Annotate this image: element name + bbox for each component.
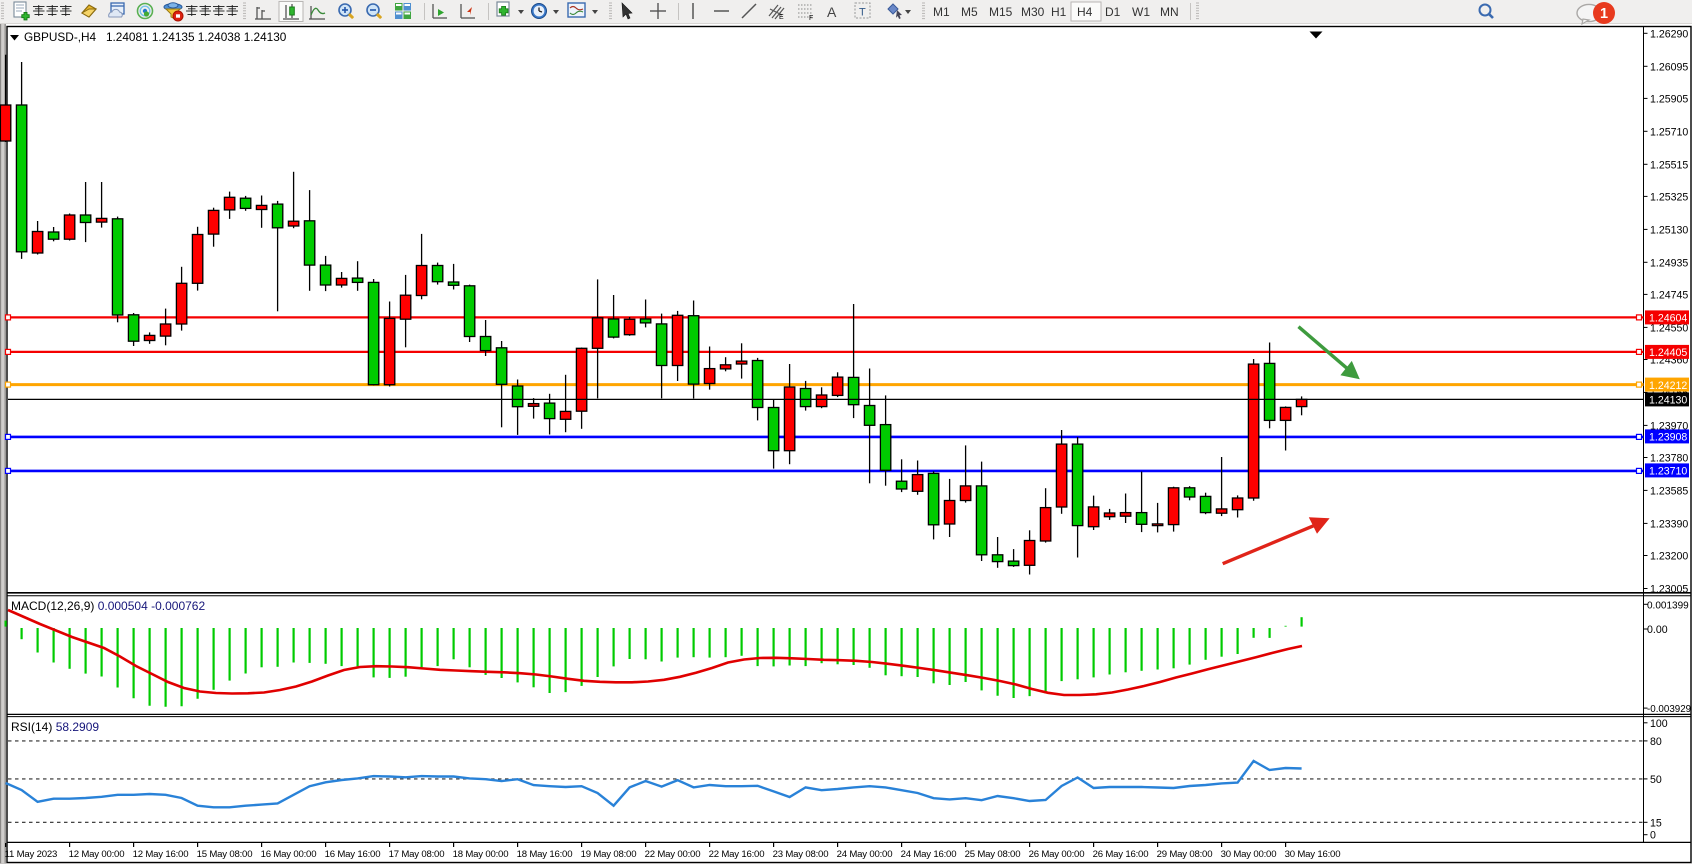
svg-text:22 May 00:00: 22 May 00:00: [645, 849, 701, 860]
svg-text:1.26095: 1.26095: [1650, 61, 1688, 73]
svg-text:1.25905: 1.25905: [1650, 93, 1688, 105]
svg-text:A: A: [827, 4, 837, 20]
svg-text:1.25130: 1.25130: [1650, 224, 1688, 236]
svg-text:1.25710: 1.25710: [1650, 126, 1688, 138]
svg-text:30 May 16:00: 30 May 16:00: [1285, 849, 1341, 860]
svg-text:29 May 08:00: 29 May 08:00: [1157, 849, 1213, 860]
svg-text:1.23585: 1.23585: [1650, 485, 1688, 497]
svg-text:1.23200: 1.23200: [1650, 551, 1688, 563]
svg-text:D1: D1: [1105, 5, 1121, 19]
svg-text:1.24405: 1.24405: [1649, 347, 1687, 359]
svg-text:0: 0: [1650, 830, 1656, 842]
svg-text:1.24745: 1.24745: [1650, 289, 1688, 301]
svg-text:15: 15: [1650, 817, 1662, 829]
svg-text:24 May 16:00: 24 May 16:00: [901, 849, 957, 860]
svg-text:1.24212: 1.24212: [1649, 380, 1687, 392]
svg-text:M1: M1: [933, 5, 950, 19]
svg-text:16 May 00:00: 16 May 00:00: [261, 849, 317, 860]
svg-text:1.24935: 1.24935: [1650, 257, 1688, 269]
svg-text:M5: M5: [961, 5, 978, 19]
svg-text:1.26290: 1.26290: [1650, 28, 1688, 40]
svg-text:18 May 00:00: 18 May 00:00: [453, 849, 509, 860]
svg-text:26 May 16:00: 26 May 16:00: [1093, 849, 1149, 860]
svg-text:1.25325: 1.25325: [1650, 191, 1688, 203]
svg-text:M30: M30: [1021, 5, 1045, 19]
svg-text:26 May 00:00: 26 May 00:00: [1029, 849, 1085, 860]
svg-text:MN: MN: [1160, 5, 1179, 19]
svg-text:100: 100: [1650, 718, 1668, 730]
svg-text:1.23005: 1.23005: [1650, 584, 1688, 596]
svg-text:22 May 16:00: 22 May 16:00: [709, 849, 765, 860]
svg-text:1.23780: 1.23780: [1650, 453, 1688, 465]
svg-text:16 May 16:00: 16 May 16:00: [325, 849, 381, 860]
svg-text:24 May 00:00: 24 May 00:00: [837, 849, 893, 860]
svg-text:0.001399: 0.001399: [1647, 600, 1689, 611]
svg-text:1.23390: 1.23390: [1650, 518, 1688, 530]
svg-text:H1: H1: [1051, 5, 1067, 19]
svg-text:1.24550: 1.24550: [1650, 322, 1688, 334]
svg-text:F: F: [809, 15, 813, 22]
svg-text:12 May 16:00: 12 May 16:00: [133, 849, 189, 860]
svg-text:H4: H4: [1077, 5, 1093, 19]
svg-text:RSI(14) 58.2909: RSI(14) 58.2909: [11, 720, 99, 734]
svg-text:1.24604: 1.24604: [1649, 313, 1687, 325]
svg-text:19 May 08:00: 19 May 08:00: [581, 849, 637, 860]
svg-text:25 May 08:00: 25 May 08:00: [965, 849, 1021, 860]
svg-text:12 May 00:00: 12 May 00:00: [69, 849, 125, 860]
svg-text:MACD(12,26,9) 0.000504 -0.0007: MACD(12,26,9) 0.000504 -0.000762: [11, 599, 205, 613]
svg-text:T: T: [859, 7, 866, 19]
svg-text:80: 80: [1650, 736, 1662, 748]
svg-text:17 May 08:00: 17 May 08:00: [389, 849, 445, 860]
svg-text:15 May 08:00: 15 May 08:00: [197, 849, 253, 860]
svg-text:-0.003929: -0.003929: [1647, 704, 1691, 715]
svg-text:1.25515: 1.25515: [1650, 159, 1688, 171]
svg-text:1.24130: 1.24130: [1649, 395, 1687, 407]
svg-text:23 May 08:00: 23 May 08:00: [773, 849, 829, 860]
svg-text:50: 50: [1650, 774, 1662, 786]
svg-text:1.23710: 1.23710: [1649, 466, 1687, 478]
svg-text:1.23908: 1.23908: [1649, 432, 1687, 444]
svg-text:M15: M15: [989, 5, 1013, 19]
svg-text:30 May 00:00: 30 May 00:00: [1221, 849, 1277, 860]
svg-text:E: E: [779, 14, 784, 21]
svg-text:W1: W1: [1132, 5, 1150, 19]
svg-text:GBPUSD-,H4 1.24081 1.24135 1: GBPUSD-,H4 1.24081 1.24135 1.24038 1.241…: [24, 30, 287, 44]
svg-text:0.00: 0.00: [1647, 624, 1668, 636]
svg-text:1: 1: [1600, 6, 1608, 22]
svg-text:18 May 16:00: 18 May 16:00: [517, 849, 573, 860]
svg-text:11 May 2023: 11 May 2023: [5, 849, 58, 860]
